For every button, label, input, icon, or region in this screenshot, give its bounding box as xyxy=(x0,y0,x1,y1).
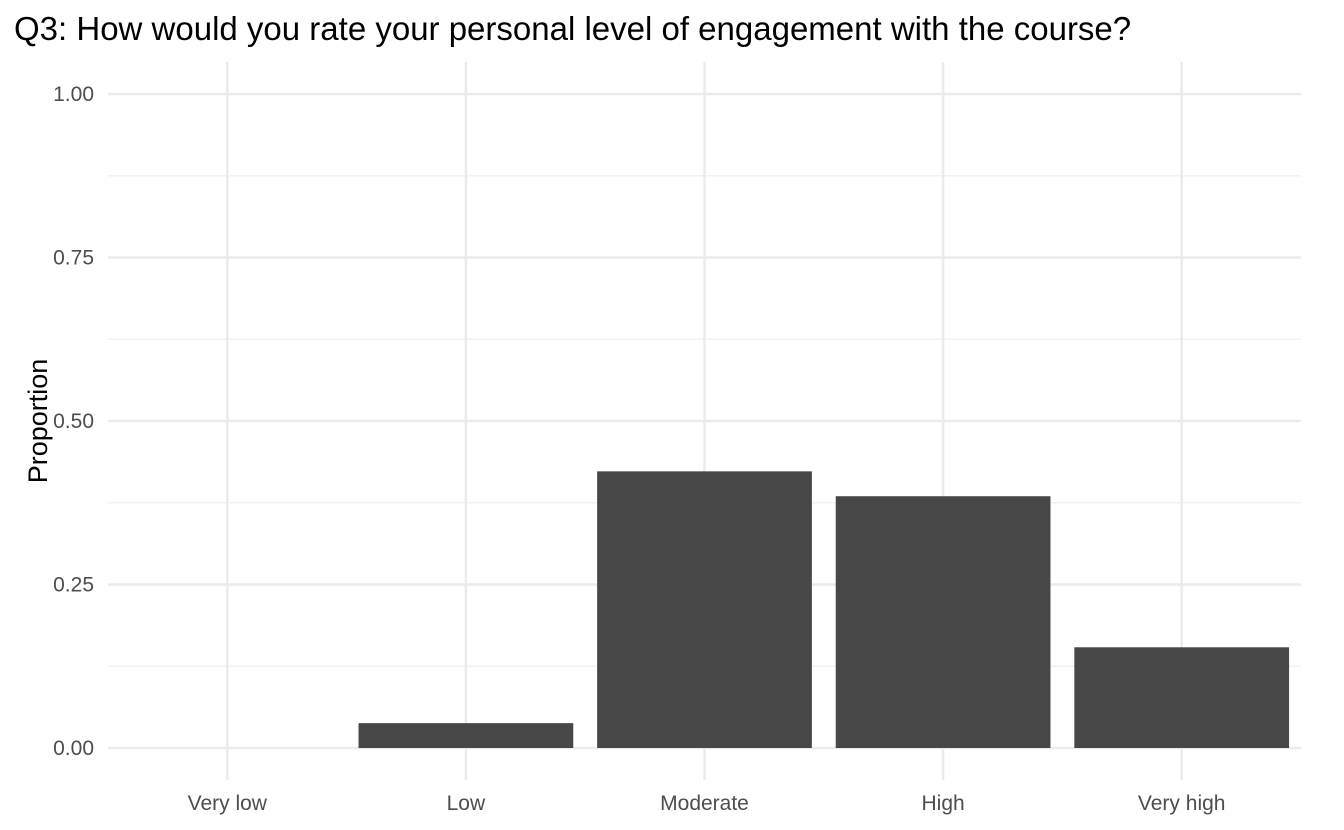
bar-very-high xyxy=(1074,647,1290,748)
y-tick-label: 0.00 xyxy=(53,737,94,760)
bars xyxy=(358,471,1290,748)
x-tick-label: Low xyxy=(447,792,486,815)
y-tick-label: 0.50 xyxy=(53,410,94,433)
x-axis-tick-labels: Very low Low Moderate High Very high xyxy=(188,792,1226,815)
y-axis-tick-labels: 0.00 0.25 0.50 0.75 1.00 xyxy=(53,83,94,760)
y-tick-label: 0.25 xyxy=(53,574,94,597)
x-tick-label: Moderate xyxy=(660,792,749,815)
bar-moderate xyxy=(597,471,812,748)
x-tick-label: High xyxy=(921,792,964,815)
bar-low xyxy=(358,723,574,748)
y-tick-label: 0.75 xyxy=(53,247,94,270)
bar-high xyxy=(835,496,1051,748)
chart-title: Q3: How would you rate your personal lev… xyxy=(14,10,1131,47)
x-tick-label: Very high xyxy=(1138,792,1226,815)
x-tick-label: Very low xyxy=(188,792,268,815)
y-axis-label: Proportion xyxy=(23,359,53,484)
y-tick-label: 1.00 xyxy=(53,83,94,106)
